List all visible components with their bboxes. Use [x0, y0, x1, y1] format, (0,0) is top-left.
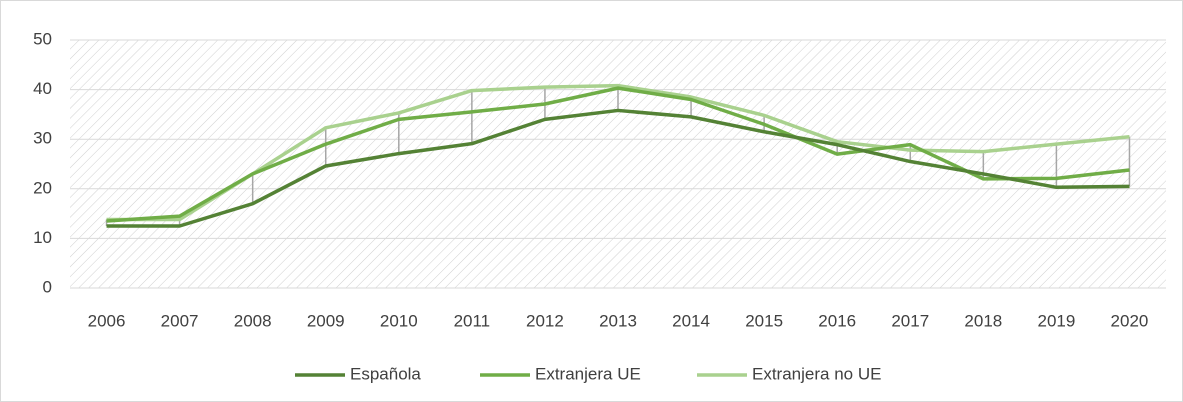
x-tick-label: 2019 [1037, 311, 1075, 330]
y-tick-label: 0 [43, 277, 52, 296]
legend-label: Española [350, 364, 421, 383]
x-tick-label: 2017 [891, 311, 929, 330]
x-tick-label: 2010 [380, 311, 418, 330]
x-tick-label: 2011 [454, 311, 491, 330]
x-tick-label: 2016 [818, 311, 856, 330]
y-tick-label: 40 [33, 79, 52, 98]
y-tick-label: 10 [33, 228, 52, 247]
x-tick-label: 2013 [599, 311, 637, 330]
y-tick-label: 30 [33, 129, 52, 148]
x-tick-label: 2018 [964, 311, 1002, 330]
series-line [106, 83, 1130, 222]
series-line [106, 86, 1130, 223]
plot-area [70, 40, 1166, 288]
x-tick-label: 2009 [307, 311, 345, 330]
x-tick-label: 2007 [161, 311, 199, 330]
x-tick-label: 2012 [526, 311, 564, 330]
x-tick-label: 2014 [672, 311, 710, 330]
x-tick-label: 2015 [745, 311, 783, 330]
x-tick-label: 2006 [88, 311, 126, 330]
y-tick-label: 50 [33, 29, 52, 48]
x-tick-label: 2020 [1111, 311, 1149, 330]
series-line [106, 108, 1130, 228]
legend-label: Extranjera no UE [752, 364, 881, 383]
y-tick-label: 20 [33, 178, 52, 197]
x-tick-label: 2008 [234, 311, 272, 330]
legend-label: Extranjera UE [535, 364, 641, 383]
